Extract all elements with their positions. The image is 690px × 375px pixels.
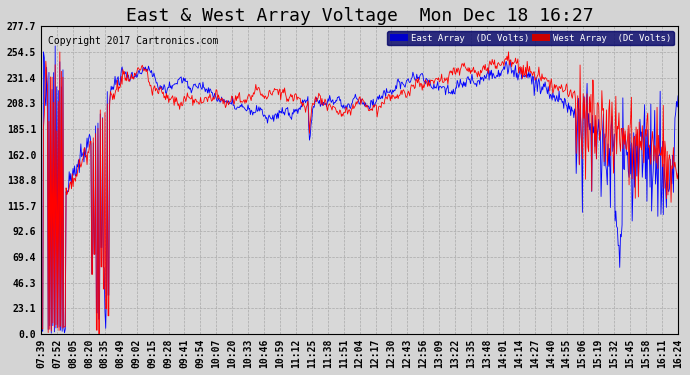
East Array  (DC Volts) xyxy=(674,94,682,98)
West Array  (DC Volts) xyxy=(429,79,437,83)
West Array  (DC Volts) xyxy=(37,327,46,331)
West Array  (DC Volts) xyxy=(310,97,319,102)
East Array  (DC Volts) xyxy=(37,324,46,328)
East Array  (DC Volts) xyxy=(51,44,59,48)
East Array  (DC Volts) xyxy=(47,331,55,335)
Legend: East Array  (DC Volts), West Array  (DC Volts): East Array (DC Volts), West Array (DC Vo… xyxy=(387,31,673,45)
West Array  (DC Volts) xyxy=(135,67,144,72)
West Array  (DC Volts) xyxy=(95,332,103,336)
Line: West Array  (DC Volts): West Array (DC Volts) xyxy=(41,52,678,334)
Line: East Array  (DC Volts): East Array (DC Volts) xyxy=(41,46,678,333)
East Array  (DC Volts) xyxy=(136,71,144,76)
East Array  (DC Volts) xyxy=(312,99,320,103)
East Array  (DC Volts) xyxy=(211,93,219,98)
East Array  (DC Volts) xyxy=(453,78,462,82)
West Array  (DC Volts) xyxy=(452,66,460,71)
Title: East & West Array Voltage  Mon Dec 18 16:27: East & West Array Voltage Mon Dec 18 16:… xyxy=(126,7,593,25)
West Array  (DC Volts) xyxy=(504,50,513,54)
Text: Copyright 2017 Cartronics.com: Copyright 2017 Cartronics.com xyxy=(48,36,218,46)
East Array  (DC Volts) xyxy=(430,82,438,86)
East Array  (DC Volts) xyxy=(190,83,199,87)
West Array  (DC Volts) xyxy=(210,96,219,100)
West Array  (DC Volts) xyxy=(674,171,682,176)
West Array  (DC Volts) xyxy=(190,98,198,102)
